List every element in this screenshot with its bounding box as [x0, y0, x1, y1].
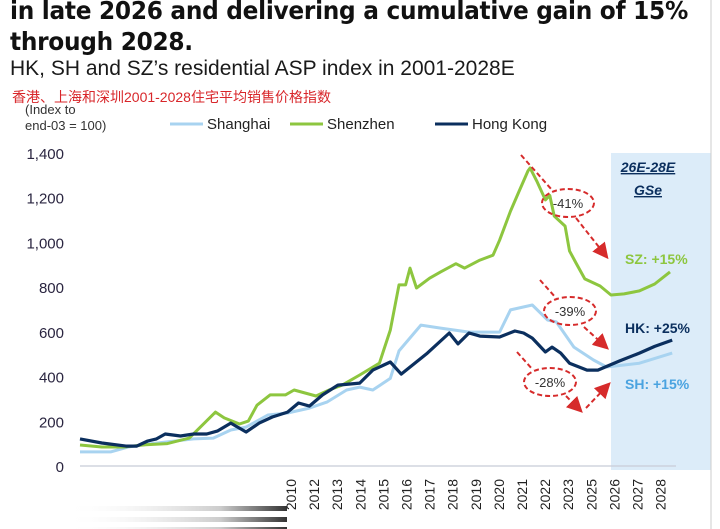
- y-tick-label: 1,200: [26, 191, 64, 208]
- forecast-label-sh: SH: +15%: [625, 376, 690, 392]
- x-tick-label: 2017: [422, 479, 438, 510]
- decline-ellipse-sh: [543, 296, 597, 326]
- x-tick-label: 2025: [583, 479, 599, 510]
- arrow-line: [516, 351, 534, 371]
- legend-label: Shanghai: [207, 116, 270, 133]
- legend-label: Hong Kong: [472, 116, 547, 133]
- arrow-hk-down: [565, 395, 583, 413]
- legend-label: Shenzhen: [327, 116, 395, 133]
- decline-annotations: [516, 154, 611, 413]
- legend: Shanghai Shenzhen Hong Kong: [170, 116, 547, 133]
- headline-line-2: through 2028.: [10, 27, 193, 56]
- headline-line-1: in late 2026 and delivering a cumulative…: [10, 0, 688, 25]
- forecast-label-hk: HK: +25%: [625, 320, 691, 336]
- x-tick-label: 2018: [445, 479, 461, 510]
- x-tick-label: 2010: [283, 479, 299, 510]
- x-tick-label: 2013: [329, 479, 345, 510]
- y-tick-label: 200: [39, 414, 64, 431]
- y-tick-label: 0: [56, 459, 64, 476]
- series-line-hong-kong: [79, 329, 673, 448]
- decline-ellipse-hk: [523, 367, 577, 397]
- x-tick-label: 2014: [352, 479, 368, 510]
- chart-subtitle: HK, SH and SZ’s residential ASP index in…: [10, 57, 515, 80]
- x-tick-label: 2020: [491, 479, 507, 510]
- decline-label-sz: -41%: [553, 196, 584, 211]
- arrow-hk-up: [585, 382, 611, 409]
- x-tick-label: 2022: [537, 479, 553, 510]
- forecast-period-label: 26E-28E: [620, 159, 676, 175]
- x-tick-label: 2015: [375, 479, 391, 510]
- y-axis-unit-line-2: end-03 = 100): [25, 118, 107, 133]
- y-tick-label: 600: [39, 325, 64, 342]
- arrow-line: [520, 154, 553, 191]
- blurred-tick-labels: [65, 506, 287, 529]
- decline-label-hk: -28%: [535, 375, 566, 390]
- chart-subtitle-chinese: 香港、上海和深圳2001-2028住宅平均销售价格指数: [12, 89, 331, 105]
- y-axis-unit-label: (Index to end-03 = 100): [25, 102, 106, 134]
- series-line-shenzhen: [79, 166, 671, 449]
- y-tick-label: 800: [39, 280, 64, 297]
- forecast-source-label: GSe: [634, 182, 662, 198]
- forecast-region: [611, 153, 711, 470]
- x-tick-label: 2012: [306, 479, 322, 510]
- y-axis-unit-line-1: (Index to: [25, 102, 76, 117]
- arrow-sh: [583, 326, 609, 350]
- y-tick-label: 400: [39, 370, 64, 387]
- y-tick-label: 1,400: [26, 146, 64, 163]
- arrow-sz: [575, 217, 609, 260]
- x-tick-label: 2028: [653, 479, 669, 510]
- x-tick-label: 2016: [399, 479, 415, 510]
- x-tick-label: 2019: [468, 479, 484, 510]
- series-line-shanghai: [80, 303, 673, 454]
- decline-label-sh: -39%: [555, 304, 586, 319]
- x-tick-label: 2023: [560, 479, 576, 510]
- x-tick-label: 2021: [514, 479, 530, 510]
- forecast-label-sz: SZ: +15%: [625, 251, 688, 267]
- x-tick-label: 2027: [630, 479, 646, 510]
- arrow-line: [539, 279, 557, 299]
- y-tick-label: 1,000: [26, 235, 64, 252]
- decline-ellipse-sz: [541, 188, 595, 218]
- x-tick-label: 2026: [606, 479, 622, 510]
- forecast-label: 26E-28E GSe: [620, 159, 676, 198]
